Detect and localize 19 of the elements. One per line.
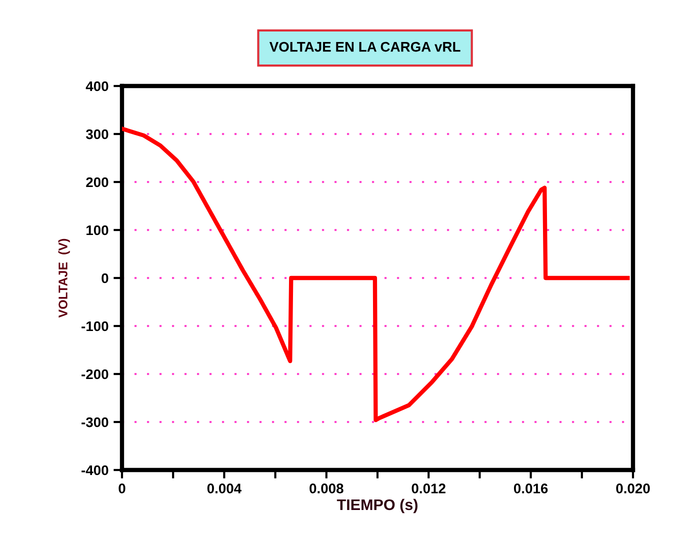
- x-tick-label: 0.004: [207, 484, 242, 494]
- x-tick-label: 0.016: [514, 484, 548, 494]
- y-tick-label: 0: [102, 273, 108, 284]
- y-tick-label: 300: [86, 129, 108, 140]
- y-axis-title: VOLTAJE (V): [58, 238, 70, 318]
- line-series: [122, 126, 630, 422]
- y-tick-label: 400: [86, 81, 108, 92]
- y-tick-label: -100: [82, 321, 108, 332]
- y-tick-label: -300: [82, 417, 108, 428]
- x-tick-label: 0: [118, 484, 126, 494]
- x-tick-label: 0.012: [412, 484, 446, 494]
- x-tick-label: 0.008: [310, 484, 344, 494]
- y-tick-label: 200: [86, 177, 108, 188]
- x-axis-title: TIEMPO (s): [336, 498, 418, 514]
- y-tick-label: -200: [82, 369, 108, 380]
- y-tick-label: -400: [82, 465, 108, 476]
- y-tick-label: 100: [86, 225, 108, 236]
- chart-title: VOLTAJE EN LA CARGA vRL: [269, 42, 460, 52]
- x-tick-label: 0.020: [616, 484, 650, 494]
